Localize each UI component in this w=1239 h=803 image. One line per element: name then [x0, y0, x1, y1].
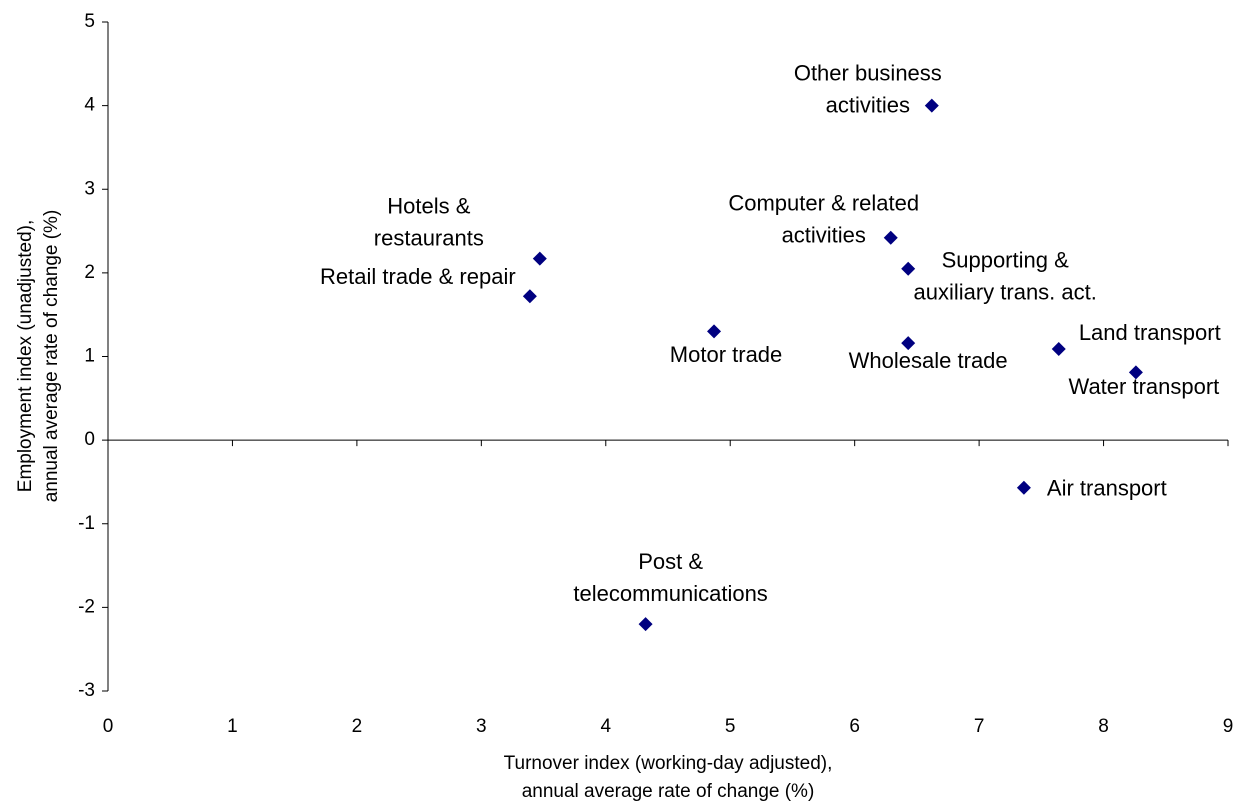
y-tick-label: -2: [78, 596, 95, 617]
y-axis-title: annual average rate of change (%): [41, 210, 62, 503]
x-tick-label: 0: [103, 716, 114, 737]
point-label: Computer & related: [728, 191, 919, 216]
point-label: Water transport: [1069, 374, 1220, 399]
point: [1016, 480, 1031, 495]
point-label: auxiliary trans. act.: [913, 280, 1096, 305]
point: [1051, 341, 1066, 356]
x-tick-label: 3: [476, 716, 487, 737]
y-tick-label: 3: [84, 178, 95, 199]
y-tick-label: -1: [78, 513, 95, 534]
x-tick-label: 5: [725, 716, 736, 737]
x-tick-label: 7: [974, 716, 985, 737]
point: [883, 230, 898, 245]
x-axis-title: Turnover index (working-day adjusted),: [504, 753, 833, 774]
point-label: Wholesale trade: [849, 348, 1008, 373]
y-tick-label: 2: [84, 262, 95, 283]
point-label: Retail trade & repair: [320, 264, 516, 289]
point: [924, 98, 939, 113]
point-label: Supporting &: [942, 248, 1070, 273]
y-tick-label: -3: [78, 680, 95, 701]
point-label: Hotels &: [387, 193, 470, 218]
y-tick-label: 5: [84, 11, 95, 32]
x-tick-label: 8: [1098, 716, 1109, 737]
point-label: Post &: [638, 549, 703, 574]
point: [1128, 365, 1143, 380]
y-tick-label: 1: [84, 346, 95, 367]
x-tick-label: 4: [600, 716, 611, 737]
point-label: telecommunications: [573, 581, 767, 606]
y-axis-title: Employment index (unadjusted),: [15, 220, 36, 492]
point: [901, 261, 916, 276]
x-tick-label: 6: [849, 716, 860, 737]
x-tick-label: 1: [227, 716, 238, 737]
point-label: activities: [826, 92, 910, 117]
point-label: Other business: [794, 60, 942, 85]
point: [707, 324, 722, 339]
point: [901, 336, 916, 351]
x-tick-label: 2: [352, 716, 363, 737]
point: [532, 251, 547, 266]
x-tick-label: 9: [1223, 716, 1234, 737]
point: [522, 289, 537, 304]
point-label: activities: [782, 223, 866, 248]
point-label: restaurants: [374, 225, 484, 250]
point-label: Motor trade: [670, 342, 783, 367]
point-label: Land transport: [1079, 320, 1221, 345]
point: [638, 617, 653, 632]
y-tick-label: 4: [84, 95, 95, 116]
x-axis-title: annual average rate of change (%): [522, 781, 815, 802]
point-label: Air transport: [1047, 476, 1167, 501]
y-tick-label: 0: [84, 429, 95, 450]
